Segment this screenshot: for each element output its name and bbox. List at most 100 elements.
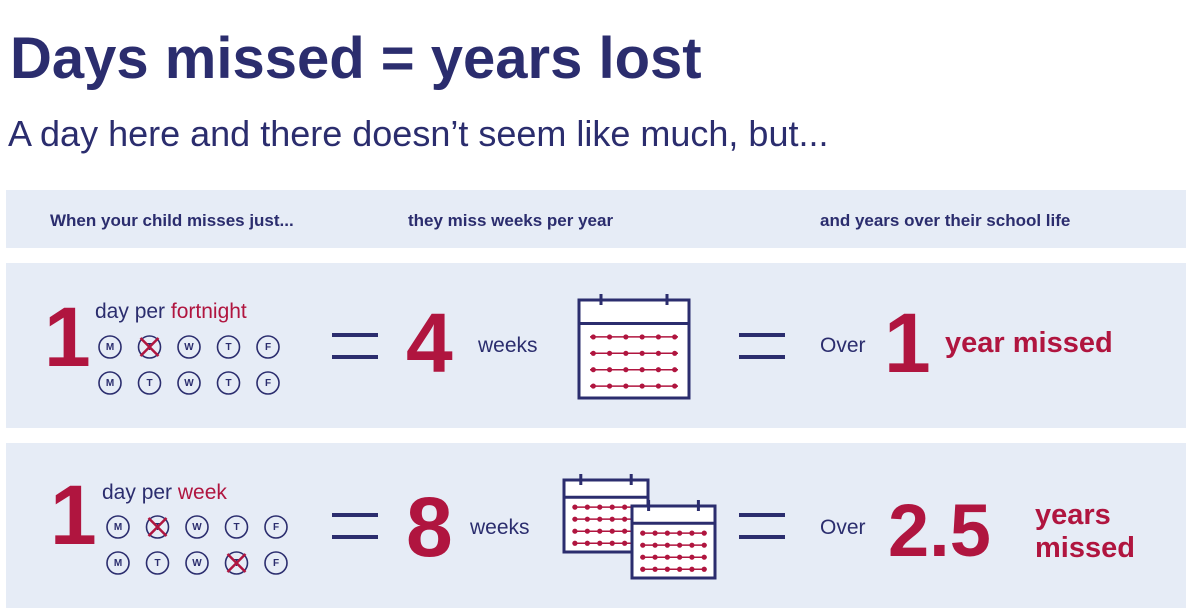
calendar-dot	[590, 334, 596, 340]
years-label: year missed	[945, 327, 1113, 359]
calendar	[630, 504, 717, 580]
calendar-dot	[689, 566, 695, 572]
calendar-dot	[672, 350, 678, 356]
day-circle	[145, 551, 170, 575]
day-letter: T	[233, 522, 239, 533]
day-letter: T	[154, 558, 160, 569]
calendar-dot	[609, 504, 615, 510]
weeks-label: weeks	[469, 516, 530, 539]
calendar-dot	[640, 530, 646, 536]
day-circle	[137, 335, 162, 359]
calendar-dot	[597, 516, 603, 522]
calendar-dot	[664, 530, 670, 536]
title: Days missed = years lost	[10, 26, 702, 91]
calendar-dot	[622, 528, 628, 534]
calendar-dot	[606, 350, 613, 356]
day-letter: M	[114, 558, 122, 569]
unit: day per week	[102, 481, 227, 504]
count: 1	[50, 468, 97, 562]
weeks: 4	[406, 296, 453, 390]
day-circle	[264, 551, 288, 575]
calendar-dot	[590, 350, 596, 356]
calendar-dot	[701, 542, 707, 548]
calendar	[577, 298, 691, 400]
unit: day per fortnight	[95, 300, 247, 323]
calendar-dot	[597, 540, 603, 546]
over-label: Over	[820, 334, 866, 357]
calendar-dot	[701, 530, 707, 536]
subtitle: A day here and there doesn’t seem like m…	[8, 113, 828, 154]
day-letter: T	[225, 342, 231, 353]
calendar-dot	[597, 504, 603, 510]
calendar-dot	[639, 334, 645, 340]
calendar-dot	[622, 516, 628, 522]
day-letter: W	[192, 522, 202, 533]
calendar-dot	[590, 383, 596, 389]
day-circle	[106, 515, 130, 539]
calendar-dot	[664, 542, 670, 548]
day-circle	[224, 515, 249, 539]
calendar-dot	[652, 566, 658, 572]
column-heading: and years over their school life	[820, 211, 1070, 230]
calendar-dot	[640, 554, 646, 560]
calendar-dot	[590, 367, 596, 373]
calendar-dot	[622, 540, 628, 546]
calendar-dot	[689, 542, 695, 548]
calendar-dot	[677, 566, 683, 572]
cross	[147, 517, 168, 537]
calendar-dot	[701, 554, 707, 560]
day-circle	[216, 335, 241, 359]
cross	[139, 337, 160, 357]
calendar-dot	[609, 540, 615, 546]
calendar-dot	[606, 383, 613, 389]
day-letter: W	[192, 558, 202, 569]
cross	[226, 553, 247, 573]
calendar-dot	[672, 334, 678, 340]
years-label: missed	[1035, 532, 1135, 564]
day-circle	[256, 371, 280, 395]
day-circle	[224, 551, 249, 575]
day-letter: M	[106, 342, 114, 353]
calendar-dot	[677, 554, 683, 560]
calendar-dot	[655, 334, 662, 340]
calendar-dot	[655, 383, 662, 389]
day-letter: F	[273, 522, 279, 533]
calendar-dot	[584, 540, 590, 546]
calendar-dot	[655, 367, 662, 373]
column-heading: When your child misses just...	[50, 211, 294, 230]
calendar-dot	[677, 542, 683, 548]
unit-prefix: day per	[95, 300, 165, 323]
day-letter: W	[184, 342, 194, 353]
day-circle	[106, 551, 130, 575]
day-circle	[145, 515, 170, 539]
calendar-dot	[639, 383, 645, 389]
calendar-dot	[623, 383, 629, 389]
calendar-dot	[640, 542, 646, 548]
calendar-dot	[606, 334, 613, 340]
calendar-dot	[689, 554, 695, 560]
calendar-dot	[640, 566, 646, 572]
day-circle	[137, 371, 162, 395]
column-heading: they miss weeks per year	[408, 211, 613, 230]
over-label: Over	[820, 516, 866, 539]
day-circle	[98, 371, 122, 395]
day-circle	[185, 551, 209, 575]
day-letter: F	[265, 342, 271, 353]
calendar-dot	[584, 528, 590, 534]
calendar-dot	[597, 528, 603, 534]
calendar-dot	[584, 516, 590, 522]
day-letter: F	[273, 558, 279, 569]
calendar-dot	[664, 554, 670, 560]
day-circle	[256, 335, 280, 359]
calendar-dot	[572, 516, 578, 522]
calendar-dot	[609, 516, 615, 522]
count: 1	[44, 290, 91, 384]
calendar-dot	[664, 566, 670, 572]
weeks: 8	[406, 480, 453, 574]
day-letter: T	[225, 378, 231, 389]
calendar-dot	[572, 504, 578, 510]
calendar-dot	[672, 367, 678, 373]
day-circle	[264, 515, 288, 539]
day-letter: M	[106, 378, 114, 389]
